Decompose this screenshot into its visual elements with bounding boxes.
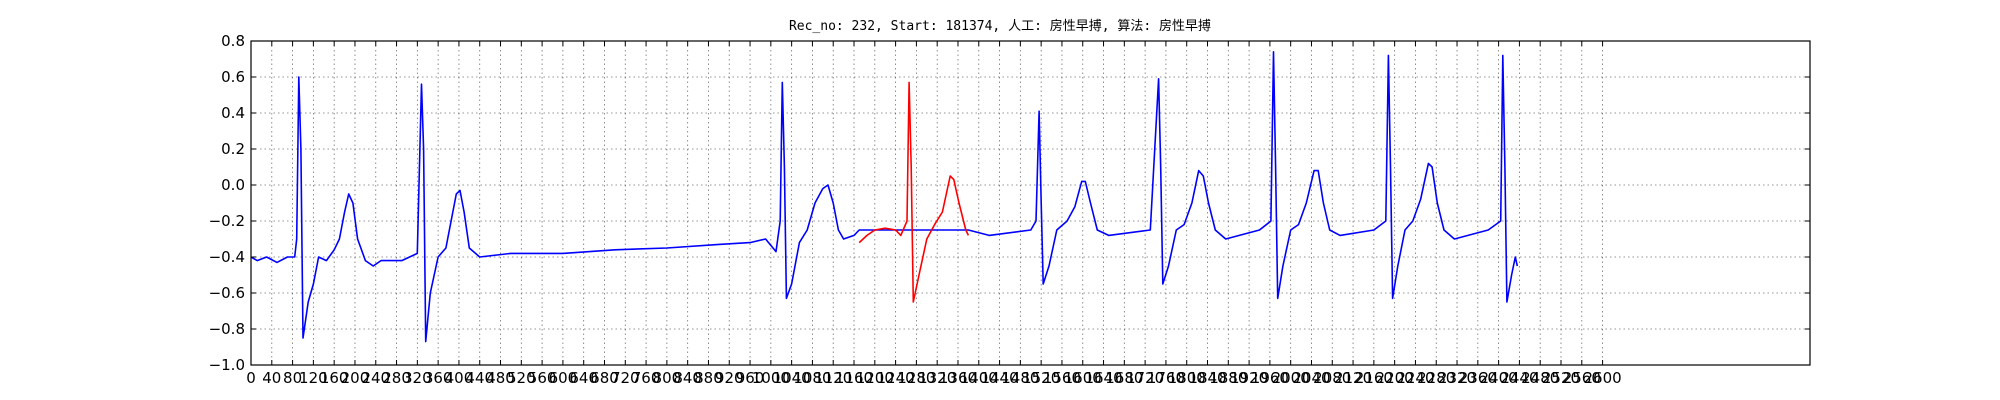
x-tick-label: 2560 — [1563, 369, 1601, 387]
x-tick-label: 2200 — [1376, 369, 1414, 387]
x-tick-label: 2480 — [1521, 369, 1559, 387]
x-tick-label: 840 — [673, 369, 702, 387]
chart-title: Rec_no: 232, Start: 181374, 人工: 房性早搏, 算法… — [789, 18, 1211, 34]
x-tick-label: 120 — [299, 369, 328, 387]
y-tick-label: 0.6 — [221, 68, 245, 86]
x-tick-label: 440 — [465, 369, 494, 387]
x-tick-label: 1040 — [773, 369, 811, 387]
x-tick-label: 1120 — [814, 369, 852, 387]
x-tick-label: 1080 — [793, 369, 831, 387]
x-tick-label: 1560 — [1043, 369, 1081, 387]
x-tick-label: 2360 — [1459, 369, 1497, 387]
x-tick-label: 1960 — [1251, 369, 1289, 387]
x-tick-label: 1440 — [980, 369, 1018, 387]
x-tick-label: 1320 — [918, 369, 956, 387]
y-tick-label: 0.4 — [221, 104, 245, 122]
x-tick-label: 1840 — [1188, 369, 1226, 387]
x-tick-label: 520 — [507, 369, 536, 387]
x-tick-label: 2000 — [1272, 369, 1310, 387]
x-tick-label: 1600 — [1064, 369, 1102, 387]
x-tick-label: 320 — [403, 369, 432, 387]
x-tick-label: 1280 — [897, 369, 935, 387]
x-tick-label: 2320 — [1438, 369, 1476, 387]
x-tick-label: 1400 — [960, 369, 998, 387]
x-tick-label: 1800 — [1168, 369, 1206, 387]
x-tick-label: 1680 — [1105, 369, 1143, 387]
x-tick-label: 680 — [590, 369, 619, 387]
series-line-0 — [250, 50, 1519, 343]
x-tick-label: 1520 — [1022, 369, 1060, 387]
x-tick-label: 1360 — [939, 369, 977, 387]
axis-ticks — [250, 40, 1810, 366]
x-tick-label: 200 — [341, 369, 370, 387]
x-tick-label: 1920 — [1230, 369, 1268, 387]
x-tick-label: 400 — [445, 369, 474, 387]
x-tick-label: 360 — [424, 369, 453, 387]
x-tick-label: 920 — [715, 369, 744, 387]
x-tick-label: 2040 — [1292, 369, 1330, 387]
y-tick-label: 0.0 — [221, 176, 245, 194]
x-tick-label: 2160 — [1355, 369, 1393, 387]
plot-frame — [250, 40, 1811, 366]
x-tick-label: 560 — [528, 369, 557, 387]
y-tick-label: 0.8 — [221, 32, 245, 50]
x-tick-label: 2120 — [1334, 369, 1372, 387]
x-tick-label: 0 — [246, 369, 256, 387]
x-tick-label: 80 — [283, 369, 302, 387]
y-tick-label: −0.2 — [209, 212, 245, 230]
x-tick-label: 480 — [486, 369, 515, 387]
x-tick-label: 1760 — [1147, 369, 1185, 387]
y-tick-label: −0.6 — [209, 284, 245, 302]
x-tick-label: 2600 — [1583, 369, 1621, 387]
x-tick-label: 800 — [653, 369, 682, 387]
x-tick-label: 1200 — [856, 369, 894, 387]
x-tick-label: 280 — [382, 369, 411, 387]
x-tick-label: 600 — [549, 369, 578, 387]
x-tick-labels: 0 40 8012016020024028032036040044048052056… — [246, 369, 1621, 387]
x-tick-label: 2240 — [1396, 369, 1434, 387]
x-tick-label: 1480 — [1001, 369, 1039, 387]
x-tick-label: 720 — [611, 369, 640, 387]
y-tick-label: −0.8 — [209, 320, 245, 338]
x-tick-label: 1240 — [877, 369, 915, 387]
y-tick-label: −1.0 — [209, 356, 245, 374]
x-tick-label: 1000 — [752, 369, 790, 387]
y-tick-label: −0.4 — [209, 248, 245, 266]
x-tick-label: 1640 — [1084, 369, 1122, 387]
x-tick-label: 880 — [694, 369, 723, 387]
grid-lines — [251, 41, 1810, 365]
x-tick-label: 160 — [320, 369, 349, 387]
x-tick-label: 1880 — [1209, 369, 1247, 387]
x-tick-label: 2520 — [1542, 369, 1580, 387]
x-tick-label: 640 — [569, 369, 598, 387]
x-tick-label: 2400 — [1480, 369, 1518, 387]
x-tick-label: 40 — [262, 369, 281, 387]
series-layer — [250, 50, 1519, 343]
y-tick-label: 0.2 — [221, 140, 245, 158]
x-tick-label: 1160 — [835, 369, 873, 387]
x-tick-label: 240 — [361, 369, 390, 387]
x-tick-label: 2440 — [1500, 369, 1538, 387]
x-tick-label: 1720 — [1126, 369, 1164, 387]
y-tick-labels: −1.0 −0.8 −0.6 −0.4 −0.2 0.0 0.2 0.4 0.6 0.8 — [209, 32, 245, 374]
x-tick-label: 960 — [736, 369, 765, 387]
x-tick-label: 2080 — [1313, 369, 1351, 387]
x-tick-label: 2280 — [1417, 369, 1455, 387]
x-tick-label: 760 — [632, 369, 661, 387]
series-line-1 — [858, 81, 970, 303]
